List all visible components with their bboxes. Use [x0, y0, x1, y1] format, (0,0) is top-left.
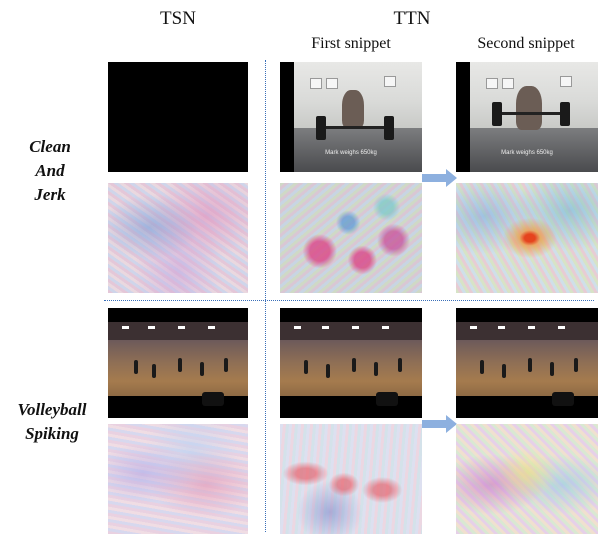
barbell-plate	[492, 102, 502, 126]
player	[224, 358, 228, 372]
gym-window	[486, 78, 498, 89]
header-first-snippet: First snippet	[311, 35, 391, 52]
tsn-frame-volleyball-spiking	[108, 308, 248, 418]
player	[352, 358, 356, 372]
tsn-frame-clean-and-jerk	[108, 62, 248, 172]
court-object	[202, 392, 224, 406]
player	[528, 358, 532, 372]
ttn-second-snippet-frame-volleyball-spiking	[456, 308, 598, 418]
ttn-first-snippet-saliency-map-volleyball-spiking	[280, 424, 422, 534]
row-label-clean-and-jerk: Clean And Jerk	[10, 135, 90, 207]
court-light	[122, 326, 129, 329]
ttn-first-snippet-frame-clean-and-jerk: Mark weighs 650kg	[280, 62, 422, 172]
gym-window	[502, 78, 514, 89]
gym-floor	[294, 128, 422, 172]
court-wall	[456, 322, 598, 340]
row-label-line: Jerk	[34, 185, 66, 204]
court-light	[178, 326, 185, 329]
ttn-first-snippet-saliency-map-clean-and-jerk	[280, 183, 422, 293]
right-arrow-icon	[422, 169, 457, 187]
row-label-line: Volleyball	[17, 400, 87, 419]
header-second-snippet: Second snippet	[477, 35, 575, 52]
tsn-saliency-map-clean-and-jerk	[108, 183, 248, 293]
player	[326, 364, 330, 378]
player	[200, 362, 204, 376]
row-label-line: Clean	[29, 137, 71, 156]
header-ttn: TTN	[393, 8, 431, 29]
court-light	[148, 326, 155, 329]
court-light	[208, 326, 215, 329]
ttn-second-snippet-frame-clean-and-jerk: Mark weighs 650kg	[456, 62, 598, 172]
right-arrow-icon	[422, 415, 457, 433]
player	[398, 358, 402, 372]
barbell	[496, 112, 566, 115]
video-caption: Mark weighs 650kg	[501, 150, 553, 156]
player	[502, 364, 506, 378]
player	[374, 362, 378, 376]
video-letterbox	[280, 62, 294, 172]
player	[574, 358, 578, 372]
gym-window	[310, 78, 322, 89]
player	[152, 364, 156, 378]
court-light	[294, 326, 301, 329]
gym-window	[326, 78, 338, 89]
vertical-divider	[265, 60, 266, 532]
player	[178, 358, 182, 372]
player	[480, 360, 484, 374]
court-object	[552, 392, 574, 406]
court-light	[558, 326, 565, 329]
player	[134, 360, 138, 374]
gym-window	[384, 76, 396, 87]
player	[304, 360, 308, 374]
ttn-second-snippet-saliency-map-clean-and-jerk	[456, 183, 598, 293]
row-label-volleyball-spiking: Volleyball Spiking	[5, 398, 99, 446]
horizontal-divider	[104, 300, 594, 301]
video-caption: Mark weighs 650kg	[325, 150, 377, 156]
court-wall	[108, 322, 248, 340]
barbell	[320, 126, 390, 129]
row-label-line: Spiking	[25, 424, 79, 443]
barbell-plate	[316, 116, 326, 140]
gym-floor	[470, 128, 598, 172]
court-light	[322, 326, 329, 329]
court-light	[382, 326, 389, 329]
video-letterbox	[456, 62, 470, 172]
ttn-first-snippet-frame-volleyball-spiking	[280, 308, 422, 418]
header-tsn: TSN	[160, 8, 196, 29]
barbell-plate	[560, 102, 570, 126]
gym-window	[560, 76, 572, 87]
court-light	[470, 326, 477, 329]
ttn-second-snippet-saliency-map-volleyball-spiking	[456, 424, 598, 534]
athlete	[342, 90, 364, 128]
court-light	[352, 326, 359, 329]
court-light	[528, 326, 535, 329]
player	[550, 362, 554, 376]
court-light	[498, 326, 505, 329]
row-label-line: And	[35, 161, 65, 180]
court-object	[376, 392, 398, 406]
barbell-plate	[384, 116, 394, 140]
athlete	[516, 86, 542, 130]
tsn-saliency-map-volleyball-spiking	[108, 424, 248, 534]
court-wall	[280, 322, 422, 340]
